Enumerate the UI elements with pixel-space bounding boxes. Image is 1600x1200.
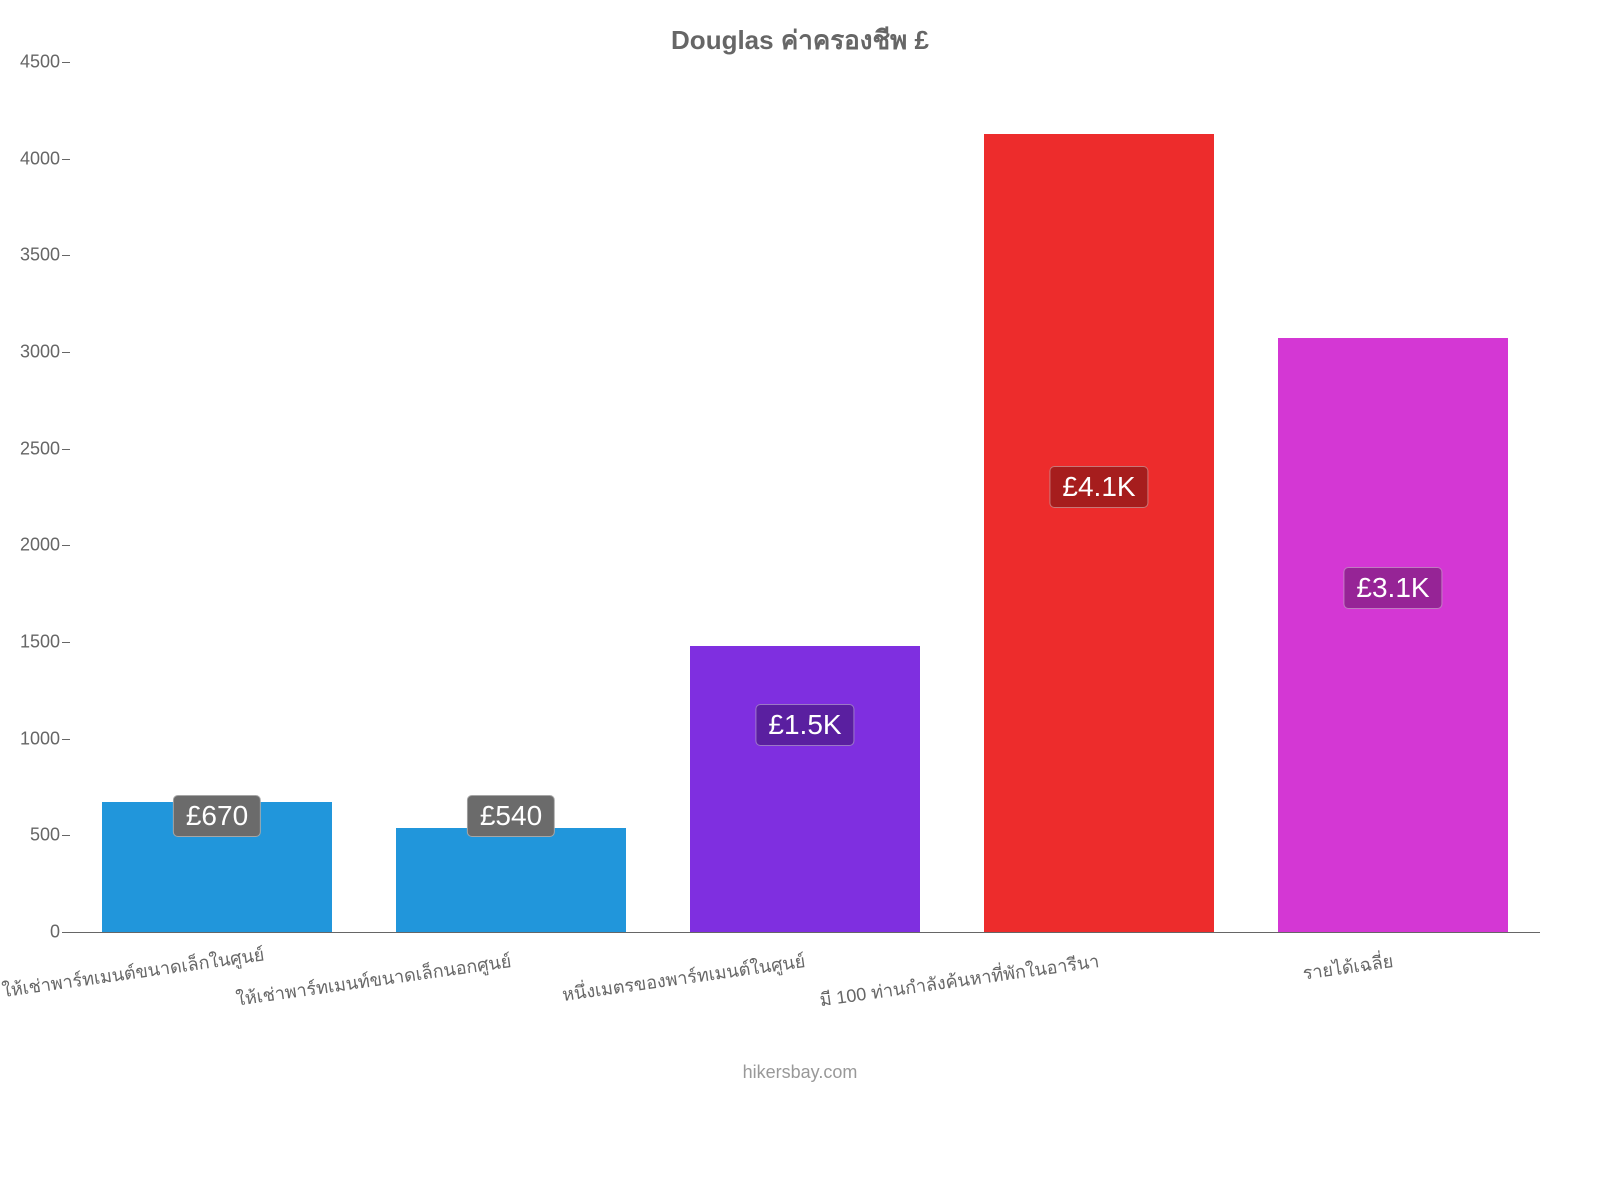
bar-value-badge: £3.1K	[1343, 567, 1442, 609]
bar-value-badge: £1.5K	[755, 704, 854, 746]
y-tick-label: 3500	[0, 245, 60, 266]
bar-value-badge: £540	[467, 795, 555, 837]
bar-value-badge: £4.1K	[1049, 466, 1148, 508]
y-tick-label: 4000	[0, 148, 60, 169]
y-tick-mark	[62, 255, 70, 256]
y-tick-mark	[62, 932, 70, 933]
y-tick-mark	[62, 159, 70, 160]
y-tick-label: 500	[0, 825, 60, 846]
plot-area	[70, 62, 1540, 933]
y-tick-label: 1000	[0, 728, 60, 749]
bar	[396, 828, 625, 932]
y-tick-mark	[62, 835, 70, 836]
y-tick-label: 2000	[0, 535, 60, 556]
bar	[984, 134, 1213, 932]
y-tick-mark	[62, 545, 70, 546]
bar	[1278, 338, 1507, 932]
y-tick-mark	[62, 352, 70, 353]
chart-container: Douglas ค่าครองชีพ £ hikersbay.com 05001…	[0, 0, 1600, 1200]
y-tick-mark	[62, 449, 70, 450]
y-tick-label: 0	[0, 922, 60, 943]
y-tick-label: 2500	[0, 438, 60, 459]
y-tick-label: 3000	[0, 342, 60, 363]
y-tick-label: 1500	[0, 632, 60, 653]
y-tick-mark	[62, 62, 70, 63]
y-tick-label: 4500	[0, 52, 60, 73]
y-tick-mark	[62, 739, 70, 740]
bar	[690, 646, 919, 932]
chart-title: Douglas ค่าครองชีพ £	[0, 20, 1600, 61]
bar-value-badge: £670	[173, 795, 261, 837]
y-tick-mark	[62, 642, 70, 643]
